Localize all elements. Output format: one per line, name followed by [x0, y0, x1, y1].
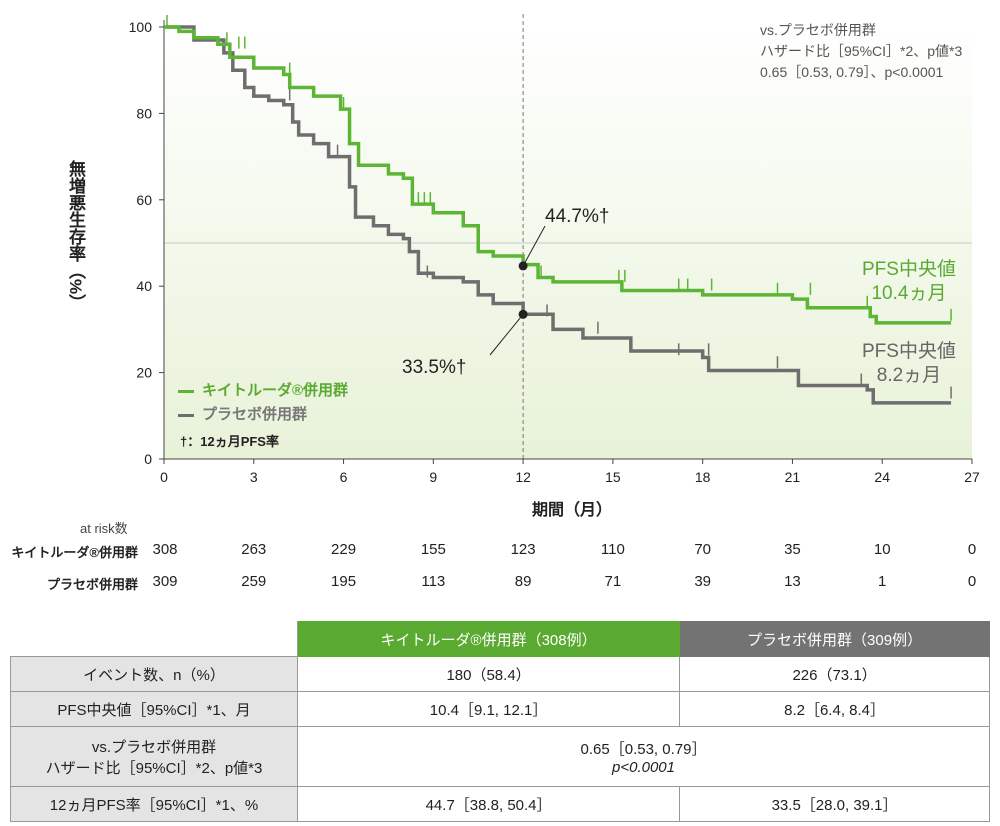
legend-swatch-placebo	[178, 413, 194, 417]
y-tick-label: 0	[144, 451, 152, 467]
pembro-12m-point	[518, 261, 528, 271]
table-header-row: キイトルーダ®併用群（308例） プラセボ併用群（309例）	[10, 621, 990, 657]
placebo-12m-label: 33.5%†	[402, 357, 467, 378]
x-tick-label: 15	[605, 469, 621, 485]
pembro-median-value: 10.4ヵ月	[871, 283, 947, 304]
hr-line-1: vs.プラセボ併用群	[760, 22, 876, 38]
at-risk-value: 35	[784, 541, 801, 558]
at-risk-value: 229	[331, 541, 357, 558]
at-risk-value: 10	[873, 541, 891, 558]
y-tick-label: 40	[136, 278, 152, 294]
cell-pembro: 180（58.4）	[296, 656, 681, 692]
table-row: PFS中央値［95%CI］*1、月 10.4［9.1, 12.1］ 8.2［6.4,…	[10, 691, 990, 727]
legend-label: プラセボ併用群	[202, 406, 308, 423]
at-risk-value: 155	[420, 541, 446, 558]
at-risk-value: 0	[967, 573, 977, 590]
legend-pembro: キイトルーダ®併用群	[178, 379, 348, 400]
x-tick-label: 24	[874, 469, 890, 485]
hr-line-3: 0.65［0.53, 0.79］、p<0.0001	[760, 64, 944, 80]
at-risk-value: 13	[784, 573, 801, 590]
y-tick-label: 80	[136, 105, 152, 121]
cell-placebo: 226（73.1）	[679, 656, 990, 692]
x-tick-label: 21	[785, 469, 801, 485]
at-risk-value: 113	[421, 573, 446, 590]
table-row: 12ヵ月PFS率［95%CI］*1、% 44.7［38.8, 50.4］ 33.5［…	[10, 786, 990, 822]
at-risk-title: at risk数	[80, 521, 128, 536]
legend-label: キイトルーダ®併用群	[202, 382, 349, 399]
cell-placebo: 8.2［6.4, 8.4］	[679, 691, 990, 727]
hr-line-2: ハザード比［95%CI］*2、p値*3	[760, 43, 963, 59]
x-tick-label: 9	[429, 469, 437, 485]
table-row: vs.プラセボ併用群 ハザード比［95%CI］*2、p値*3 0.65［0.53, …	[10, 726, 990, 787]
pembro-median: PFS中央値 10.4ヵ月	[862, 258, 956, 306]
x-tick-label: 12	[515, 469, 531, 485]
table-row: イベント数、n（%） 180（58.4） 226（73.1）	[10, 656, 990, 692]
pembro-median-label: PFS中央値	[862, 259, 956, 280]
at-risk-value: 259	[241, 573, 267, 590]
legend-swatch-pembro	[178, 389, 194, 393]
cell-merged: 0.65［0.53, 0.79］ p<0.0001	[297, 726, 990, 787]
results-table: キイトルーダ®併用群（308例） プラセボ併用群（309例） イベント数、n（%）…	[10, 621, 990, 822]
row-label-line2: ハザード比［95%CI］*2、p値*3	[45, 759, 263, 777]
at-risk-value: 123	[510, 541, 536, 558]
at-risk-value: 195	[331, 573, 357, 590]
at-risk-value: 0	[967, 541, 977, 558]
empty-cell	[10, 621, 298, 657]
header-placebo: プラセボ併用群（309例）	[679, 621, 990, 657]
at-risk-label-placebo: プラセボ併用群	[46, 577, 138, 592]
placebo-median-label: PFS中央値	[862, 341, 956, 362]
x-axis-label: 期間（月）	[532, 502, 613, 519]
at-risk-value: 308	[152, 541, 178, 558]
row-label: PFS中央値［95%CI］*1、月	[10, 691, 298, 727]
cell-placebo: 33.5［28.0, 39.1］	[679, 786, 990, 822]
dagger-note: †：12ヵ月PFS率	[180, 434, 279, 449]
hr-annotation: vs.プラセボ併用群 ハザード比［95%CI］*2、p値*3 0.65［0.53…	[760, 20, 962, 83]
y-tick-label: 20	[136, 365, 152, 381]
hr-value: 0.65［0.53, 0.79］	[580, 740, 707, 758]
placebo-12m-leader	[489, 313, 524, 356]
header-pembro: キイトルーダ®併用群（308例）	[296, 621, 681, 657]
at-risk-value: 89	[514, 573, 532, 590]
at-risk-value: 70	[694, 541, 711, 558]
row-label: vs.プラセボ併用群ハザード比［95%CI］*2、p値*3	[10, 726, 298, 787]
pembro-12m-label: 44.7%†	[545, 206, 610, 227]
placebo-12m-point	[518, 309, 528, 319]
at-risk-value: 71	[604, 573, 622, 590]
pembro-12m-leader	[522, 225, 546, 267]
x-tick-label: 27	[964, 469, 980, 485]
at-risk-value: 39	[694, 573, 711, 590]
placebo-median: PFS中央値 8.2ヵ月	[862, 340, 956, 388]
at-risk-label-pembro: キイトルーダ®併用群	[11, 545, 138, 560]
y-axis-label: 無増悪生存率（%）	[66, 160, 85, 312]
legend-placebo: プラセボ併用群	[178, 403, 307, 424]
x-tick-label: 0	[160, 469, 168, 485]
cell-pembro: 44.7［38.8, 50.4］	[296, 786, 681, 822]
km-curve-pembro	[164, 25, 952, 325]
at-risk-value: 309	[152, 573, 178, 590]
p-value: p<0.0001	[612, 758, 675, 776]
x-tick-label: 3	[250, 469, 258, 485]
at-risk-value: 110	[600, 541, 625, 558]
cell-pembro: 10.4［9.1, 12.1］	[296, 691, 681, 727]
at-risk-value: 263	[241, 541, 267, 558]
km-chart: 0 20 40 60 80 100 0 3 6 9 12 15 18 21 24 27	[129, 14, 980, 485]
x-tick-label: 18	[695, 469, 711, 485]
x-tick-label: 6	[340, 469, 348, 485]
row-label-line1: vs.プラセボ併用群	[91, 738, 217, 756]
row-label: イベント数、n（%）	[10, 656, 298, 692]
at-risk-value: 1	[878, 573, 887, 590]
km-curve-placebo	[164, 25, 952, 405]
y-tick-label: 60	[136, 192, 152, 208]
row-label: 12ヵ月PFS率［95%CI］*1、%	[10, 786, 298, 822]
placebo-median-value: 8.2ヵ月	[876, 365, 942, 386]
y-tick-label: 100	[129, 19, 153, 35]
